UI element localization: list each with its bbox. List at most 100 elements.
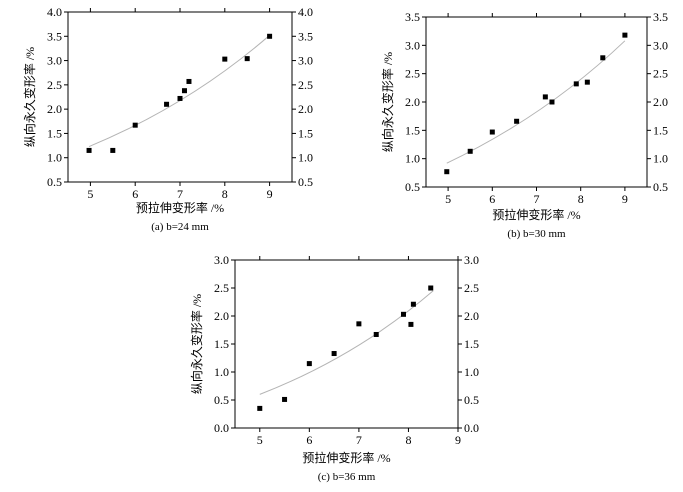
y-tick-label-right: 2.5 [464,281,479,295]
data-point [132,122,138,128]
y-tick-label-right: 0.0 [464,421,479,435]
data-point [549,99,555,105]
y-tick-label-right: 1.5 [298,126,313,140]
x-tick-label: 5 [87,187,93,201]
y-tick-label-left: 2.0 [47,102,62,116]
data-point [356,321,362,327]
y-tick-label-right: 2.0 [464,309,479,323]
data-point [181,88,187,94]
x-axis-title: 预拉伸变形率 /% [302,450,390,465]
chart-b: 5 6 7 8 9 0.5 0.5 1.0 1.0 1.5 1.5 2.0 2.0 2.5 2.5 3.0 3.… [380,10,668,240]
data-point [306,361,312,367]
y-tick-label-left: 1.0 [47,151,62,165]
chart-caption: (c) b=36 mm [318,471,376,483]
y-tick-label-left: 3.0 [405,38,420,52]
y-tick-label-left: 1.0 [214,365,229,379]
y-tick-label-left: 3.5 [47,29,62,43]
x-tick-label: 9 [455,433,461,447]
x-tick-label: 6 [132,187,138,201]
y-tick-label-right: 3.0 [653,38,668,52]
y-tick-label-left: 2.5 [47,78,62,92]
x-tick-label: 9 [622,192,628,206]
x-axis-title: 预拉伸变形率 /% [492,207,580,222]
chart-panel-b: 5 6 7 8 9 0.5 0.5 1.0 1.0 1.5 1.5 2.0 2.0 2.5 2.5 3.0 3.… [350,0,683,245]
x-tick-label: 8 [222,187,228,201]
data-point [467,148,473,154]
data-point [186,78,192,84]
data-point [622,32,628,38]
data-point [282,396,288,402]
data-point [86,147,92,153]
data-point [573,81,579,87]
x-tick-label: 8 [578,192,584,206]
x-tick-label: 5 [257,433,263,447]
y-tick-label-left: 2.5 [214,281,229,295]
y-tick-label-left: 0.0 [214,421,229,435]
fit-curve [446,40,626,164]
y-tick-label-left: 0.5 [214,393,229,407]
y-tick-label-right: 3.5 [298,29,313,43]
data-point [267,33,273,39]
x-tick-label: 9 [267,187,273,201]
y-tick-label-right: 0.5 [653,180,668,194]
y-tick-label-right: 1.5 [653,123,668,137]
data-point [373,331,379,337]
x-tick-label: 7 [534,192,540,206]
x-tick-label: 6 [306,433,312,447]
data-point [410,301,416,307]
y-tick-label-right: 3.5 [653,10,668,24]
chart-caption: (a) b=24 mm [151,221,209,233]
plot-frame [234,259,459,429]
data-point [244,56,250,62]
y-tick-label-left: 3.5 [405,10,420,24]
y-tick-label-left: 0.5 [405,180,420,194]
y-tick-label-right: 2.0 [298,102,313,116]
data-point [177,95,183,101]
data-point [164,101,170,107]
y-tick-label-left: 1.0 [405,152,420,166]
y-tick-label-left: 2.0 [214,309,229,323]
y-tick-label-right: 4.0 [298,5,313,19]
y-axis-title: 纵向永久变形率 /% [189,294,204,394]
y-tick-label-right: 3.0 [298,54,313,68]
y-tick-label-right: 0.5 [464,393,479,407]
data-point [584,79,590,85]
y-tick-label-left: 3.0 [214,253,229,267]
data-point [110,147,116,153]
data-point [514,118,520,124]
y-tick-label-right: 1.0 [298,151,313,165]
y-tick-label-left: 1.5 [214,337,229,351]
data-point [428,285,434,291]
data-point [444,169,450,175]
y-tick-label-right: 2.0 [653,95,668,109]
y-tick-label-right: 3.0 [464,253,479,267]
x-tick-label: 8 [405,433,411,447]
y-tick-label-left: 4.0 [47,5,62,19]
fit-curve [259,290,434,395]
y-tick-label-left: 1.5 [47,126,62,140]
chart-a: 5 6 7 8 9 0.5 0.5 1.0 1.0 1.5 1.5 2.0 2.0 2.5 2.5 3.0 3.… [22,5,313,233]
x-tick-label: 6 [489,192,495,206]
y-tick-label-left: 0.5 [47,175,62,189]
chart-panel-c: 5 6 7 8 9 0.0 0.0 0.5 0.5 1.0 1.0 1.5 1.5 2.0 2.0 2.5 2.… [175,248,495,488]
chart-c: 5 6 7 8 90.0 0.00.5 0.51.0 1.01.5 1.52.0 2.02.5 2.… [189,253,479,483]
plot-frame [425,16,648,188]
y-tick-label-left: 1.5 [405,123,420,137]
y-axis-title: 纵向永久变形率 /% [380,52,395,152]
chart-caption: (b) b=30 mm [507,228,566,240]
data-point [400,311,406,317]
x-axis-title: 预拉伸变形率 /% [136,200,224,215]
y-tick-label-left: 3.0 [47,54,62,68]
data-point [408,321,414,327]
fit-curve [88,34,270,148]
y-tick-label-right: 0.5 [298,175,313,189]
data-point [331,351,337,357]
data-point [257,405,263,411]
data-point [489,129,495,135]
y-tick-label-right: 1.0 [464,365,479,379]
y-tick-label-left: 2.5 [405,67,420,81]
data-point [542,94,548,100]
chart-panel-a: 5 6 7 8 9 0.5 0.5 1.0 1.0 1.5 1.5 2.0 2.0 2.5 2.5 3.0 3.… [0,0,330,240]
data-point [222,56,228,62]
data-point [600,55,606,61]
